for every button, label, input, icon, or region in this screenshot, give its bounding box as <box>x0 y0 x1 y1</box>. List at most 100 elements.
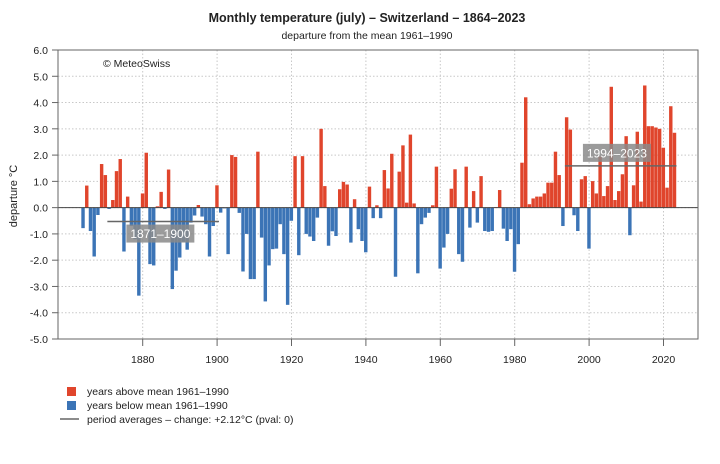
bar-1995 <box>568 129 573 208</box>
bar-1897 <box>204 207 208 225</box>
bar-1929 <box>323 186 327 208</box>
bar-1941 <box>367 186 372 208</box>
bar-1948 <box>393 207 398 277</box>
chart-subtitle: departure from the mean 1961–1990 <box>281 30 452 42</box>
legend-label-below: years below mean 1961–1990 <box>87 400 228 412</box>
y-tick-label: 2.0 <box>33 150 48 162</box>
x-tick-label: 1900 <box>205 354 229 366</box>
bar-1996 <box>572 207 576 216</box>
bar-1884 <box>155 206 160 208</box>
bar-1864 <box>81 207 85 229</box>
bar-1965 <box>457 207 461 255</box>
period-label-box <box>126 224 195 243</box>
bar-1877 <box>129 207 134 227</box>
bar-1874 <box>118 159 122 208</box>
bar-1934 <box>341 181 346 208</box>
bar-1937 <box>352 199 357 208</box>
bar-1906 <box>237 207 241 213</box>
period-label-box <box>582 143 651 162</box>
y-tick-label: 4.0 <box>33 98 48 110</box>
bar-2010 <box>624 136 628 208</box>
bar-1919 <box>285 207 290 305</box>
legend-swatch-above <box>67 387 76 396</box>
bar-1945 <box>382 170 387 208</box>
bar-1970 <box>475 207 480 223</box>
bar-1873 <box>114 171 119 208</box>
bar-1998 <box>579 179 584 208</box>
bar-2001 <box>590 181 595 208</box>
bar-1879 <box>137 207 141 296</box>
x-tick-label: 1980 <box>503 354 527 366</box>
grid <box>58 49 698 340</box>
bar-1894 <box>192 207 197 216</box>
bar-1979 <box>509 207 513 230</box>
bar-1940 <box>364 207 368 253</box>
bar-1898 <box>207 207 212 257</box>
bar-2018 <box>654 127 658 208</box>
bar-1985 <box>531 198 535 208</box>
period-label: 1871–1900 <box>130 227 190 241</box>
bars <box>81 85 677 305</box>
bar-1984 <box>527 204 532 208</box>
bar-2023 <box>672 132 677 208</box>
bar-1922 <box>297 207 301 256</box>
bar-1931 <box>330 207 334 232</box>
bar-2011 <box>628 207 632 236</box>
bar-1971 <box>479 176 483 208</box>
bar-1912 <box>259 207 264 238</box>
bar-2020 <box>661 147 666 208</box>
bar-1878 <box>133 207 137 240</box>
bar-1924 <box>304 207 308 234</box>
copyright-note: © MeteoSwiss <box>103 58 170 70</box>
bar-1881 <box>144 152 148 208</box>
bar-1961 <box>442 207 446 248</box>
bar-2022 <box>669 106 673 208</box>
bar-2003 <box>598 156 602 208</box>
y-tick-label: 5.0 <box>33 71 48 83</box>
bar-1909 <box>248 207 253 280</box>
y-tick-label: -4.0 <box>30 308 48 320</box>
bar-1875 <box>122 207 126 252</box>
bar-1905 <box>233 156 238 208</box>
chart-title: Monthly temperature (july) – Switzerland… <box>209 11 526 25</box>
bar-1886 <box>163 207 167 209</box>
bar-1964 <box>453 169 457 208</box>
bar-1999 <box>583 176 587 208</box>
bar-1966 <box>460 207 465 262</box>
bar-1926 <box>311 207 316 242</box>
x-tick-label: 1920 <box>280 354 304 366</box>
y-axis: 6.0 5.0 4.0 3.0 2.0 1.0 0.0 -1.0 -2.0 -3.0 -4.0 -5.… <box>30 45 58 346</box>
period-label: 1994–2023 <box>587 146 647 160</box>
bar-1920 <box>289 207 294 221</box>
bar-1888 <box>170 207 175 290</box>
bar-2007 <box>613 200 617 208</box>
x-axis: 1880 1900 1920 1940 1960 1980 2000 2020 <box>131 339 675 366</box>
bar-1887 <box>166 169 171 208</box>
bar-1868 <box>96 207 100 215</box>
bar-1944 <box>378 207 383 219</box>
bar-1927 <box>315 207 320 218</box>
bar-1943 <box>375 205 379 208</box>
y-tick-label: -3.0 <box>30 281 48 293</box>
y-tick-label: 6.0 <box>33 45 48 57</box>
bar-1963 <box>449 188 454 208</box>
bar-2017 <box>650 126 654 208</box>
bar-1900 <box>215 185 219 208</box>
bar-1904 <box>230 155 234 208</box>
bar-1968 <box>468 207 472 228</box>
bar-1910 <box>252 207 256 280</box>
bar-1958 <box>431 205 435 208</box>
bar-1969 <box>471 191 476 208</box>
bar-1933 <box>338 189 342 208</box>
bar-1977 <box>501 207 506 229</box>
plot-frame <box>57 49 699 340</box>
bar-1872 <box>111 200 115 208</box>
bar-1908 <box>245 207 249 234</box>
bar-1880 <box>140 193 145 208</box>
bar-1993 <box>561 207 565 227</box>
x-tick-label: 1940 <box>354 354 378 366</box>
bar-1936 <box>349 207 353 243</box>
bar-1994 <box>564 117 569 208</box>
legend-swatch-below <box>67 401 76 410</box>
